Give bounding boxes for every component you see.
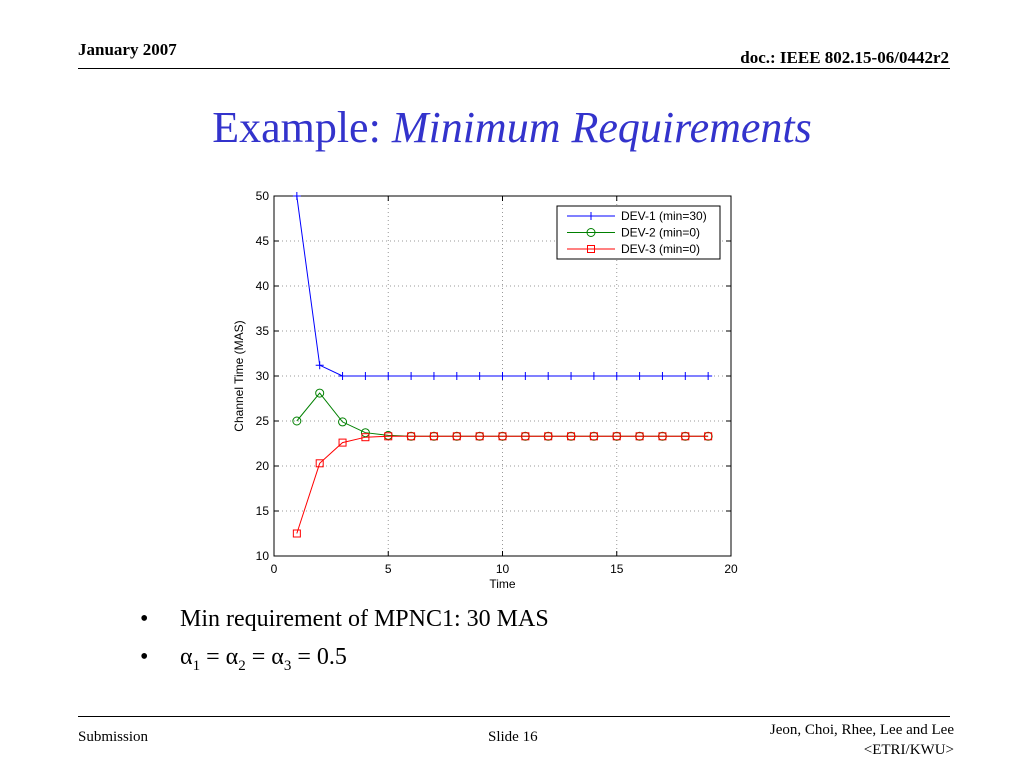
data-point-dev3 [452, 432, 461, 441]
y-tick-label: 50 [256, 189, 270, 203]
legend-swatch-marker [587, 245, 595, 253]
data-point-dev1 [384, 372, 393, 380]
data-point-dev1 [407, 372, 416, 380]
data-point-dev3 [612, 432, 621, 441]
equals-sign: = [297, 644, 311, 670]
data-point-dev3 [498, 432, 507, 441]
x-tick-label: 0 [271, 562, 278, 576]
y-tick-label: 25 [256, 414, 270, 428]
data-point-dev1 [338, 372, 347, 380]
data-point-dev3 [521, 432, 530, 441]
data-point-dev1 [315, 361, 324, 370]
bullet-item: • α1 = α2 = α3 = 0.5 [140, 642, 549, 680]
footer-authors: Jeon, Choi, Rhee, Lee and Lee <ETRI/KWU> [770, 720, 954, 760]
data-point-dev1 [429, 372, 438, 380]
data-point-dev3 [567, 432, 576, 441]
x-tick-label: 20 [724, 562, 738, 576]
legend-swatch-marker [586, 228, 596, 237]
data-point-dev3 [704, 432, 713, 441]
y-tick-label: 45 [256, 234, 270, 248]
data-point-dev2 [338, 417, 348, 427]
line-chart: 10 15 20 25 30 35 40 45 50 0 5 10 15 20 Time Channel Ti… [232, 189, 738, 591]
data-point-dev1 [475, 372, 484, 380]
data-point-dev2 [292, 416, 302, 426]
legend-label: DEV-3 (min=0) [621, 242, 700, 256]
data-point-dev1 [544, 372, 553, 380]
legend-label: DEV-1 (min=30) [621, 209, 707, 223]
equals-sign: = [251, 644, 266, 670]
alpha-symbol: α [271, 644, 284, 670]
header-date: January 2007 [78, 40, 177, 59]
footer-submission: Submission [78, 729, 149, 745]
data-point-dev1 [292, 192, 301, 200]
alpha-subscript: 1 [192, 657, 201, 674]
alpha-subscript: 3 [283, 657, 292, 674]
y-tick-label: 30 [256, 369, 270, 383]
data-point-dev3 [315, 459, 324, 468]
y-tick-label: 20 [256, 459, 270, 473]
data-point-dev3 [635, 432, 644, 441]
bullet-marker: • [140, 606, 149, 632]
data-point-dev3 [407, 432, 416, 441]
data-point-dev3 [589, 432, 598, 441]
data-point-dev2 [315, 388, 325, 398]
series-line-dev3 [296, 435, 709, 534]
data-point-dev1 [681, 372, 690, 380]
footer-authors-names: Jeon, Choi, Rhee, Lee and Lee [769, 722, 954, 738]
footer-authors-org: <ETRI/KWU> [863, 742, 954, 758]
legend-label: DEV-2 (min=0) [621, 226, 700, 240]
data-point-dev1 [704, 372, 713, 380]
header-rule [78, 68, 950, 69]
slide-title-italic: Minimum Requirements [391, 103, 812, 152]
data-point-dev1 [658, 372, 667, 380]
alpha-subscript: 2 [238, 657, 246, 674]
alpha-symbol: α [180, 644, 193, 670]
bullet-text: Min requirement of MPNC1: 30 MAS [180, 606, 549, 632]
x-tick-label: 15 [610, 562, 624, 576]
alpha-symbol: α [225, 644, 239, 670]
bullet-list: • Min requirement of MPNC1: 30 MAS • α1 … [140, 604, 549, 680]
y-axis-label: Channel Time (MAS) [232, 320, 246, 431]
footer-rule [78, 716, 950, 717]
y-tick-label: 35 [256, 324, 270, 338]
y-tick-label: 40 [256, 279, 270, 293]
bullet-item: • Min requirement of MPNC1: 30 MAS [140, 604, 549, 642]
data-point-dev1 [612, 372, 621, 380]
data-point-dev1 [452, 372, 461, 380]
slide-title-plain: Example: [212, 103, 392, 152]
data-point-dev1 [361, 372, 370, 380]
data-point-dev1 [635, 372, 644, 380]
footer-slide-number: Slide 16 [488, 729, 538, 745]
y-tick-label: 15 [256, 504, 270, 518]
data-point-dev1 [589, 372, 598, 380]
data-point-dev3 [658, 432, 667, 441]
data-point-dev3 [384, 432, 393, 441]
y-tick-label: 10 [256, 549, 270, 563]
data-point-dev1 [521, 372, 530, 380]
data-point-dev3 [681, 432, 690, 441]
data-point-dev3 [292, 529, 301, 538]
data-point-dev1 [498, 372, 507, 380]
plot-frame [273, 195, 732, 557]
data-point-dev3 [544, 432, 553, 441]
legend-swatch-marker [587, 212, 595, 220]
data-point-dev3 [361, 433, 370, 442]
x-axis-label: Time [489, 577, 516, 591]
equals-sign: = [206, 644, 220, 670]
x-tick-label: 10 [496, 562, 510, 576]
x-tick-label: 5 [385, 562, 392, 576]
slide-title: Example: Minimum Requirements [0, 102, 1024, 153]
header-doc-id: doc.: IEEE 802.15-06/0442r2 [740, 48, 949, 67]
bullet-marker: • [140, 644, 149, 670]
data-point-dev3 [429, 432, 438, 441]
data-point-dev3 [475, 432, 484, 441]
data-point-dev1 [567, 372, 576, 380]
alpha-value: 0.5 [316, 644, 347, 670]
data-point-dev3 [338, 438, 347, 447]
